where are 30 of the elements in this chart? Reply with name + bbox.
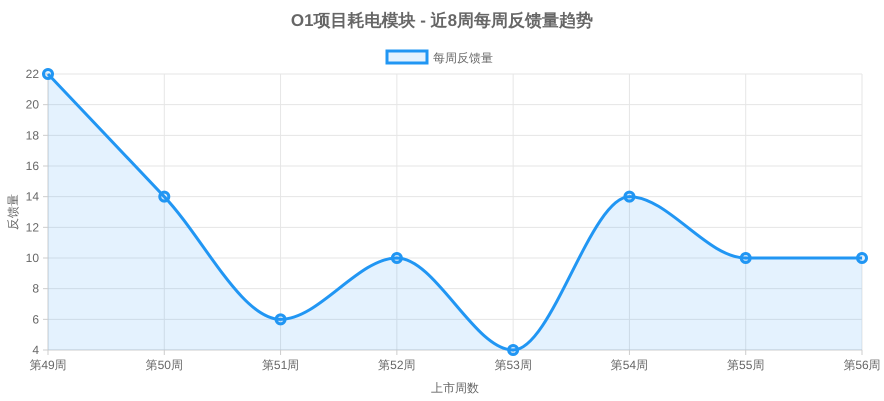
x-axis-title: 上市周数 xyxy=(431,381,479,395)
y-tick-label: 6 xyxy=(32,312,40,326)
y-tick-label: 18 xyxy=(26,128,40,142)
x-tick-label: 第56周 xyxy=(843,358,881,372)
x-tick-label: 第49周 xyxy=(29,358,67,372)
point xyxy=(856,252,868,264)
point xyxy=(42,68,54,80)
y-tick-label: 4 xyxy=(32,343,40,357)
x-tick-label: 第50周 xyxy=(146,358,183,372)
legend-label: 每周反馈量 xyxy=(433,51,493,65)
y-tick-label: 22 xyxy=(26,67,40,81)
point xyxy=(507,344,520,356)
point xyxy=(158,190,170,203)
y-tick-label: 8 xyxy=(32,282,40,296)
point xyxy=(274,313,287,326)
x-tick-label: 第54周 xyxy=(610,358,648,372)
chart-title: O1项目耗电模块 - 近8周每周反馈量趋势 xyxy=(290,11,594,30)
x-tick-label: 第55周 xyxy=(727,358,764,372)
x-tick-label: 第53周 xyxy=(494,358,532,372)
y-tick-label: 16 xyxy=(26,159,40,173)
point xyxy=(623,190,636,203)
point xyxy=(390,252,403,264)
y-axis-title: 反馈量 xyxy=(6,194,20,230)
y-tick-label: 12 xyxy=(26,220,40,234)
x-tick-label: 第52周 xyxy=(378,358,416,372)
y-tick-label: 14 xyxy=(26,190,40,204)
y-tick-label: 20 xyxy=(26,98,40,112)
x-tick-label: 第51周 xyxy=(262,358,300,372)
point xyxy=(740,252,752,264)
y-tick-label: 10 xyxy=(26,251,40,265)
